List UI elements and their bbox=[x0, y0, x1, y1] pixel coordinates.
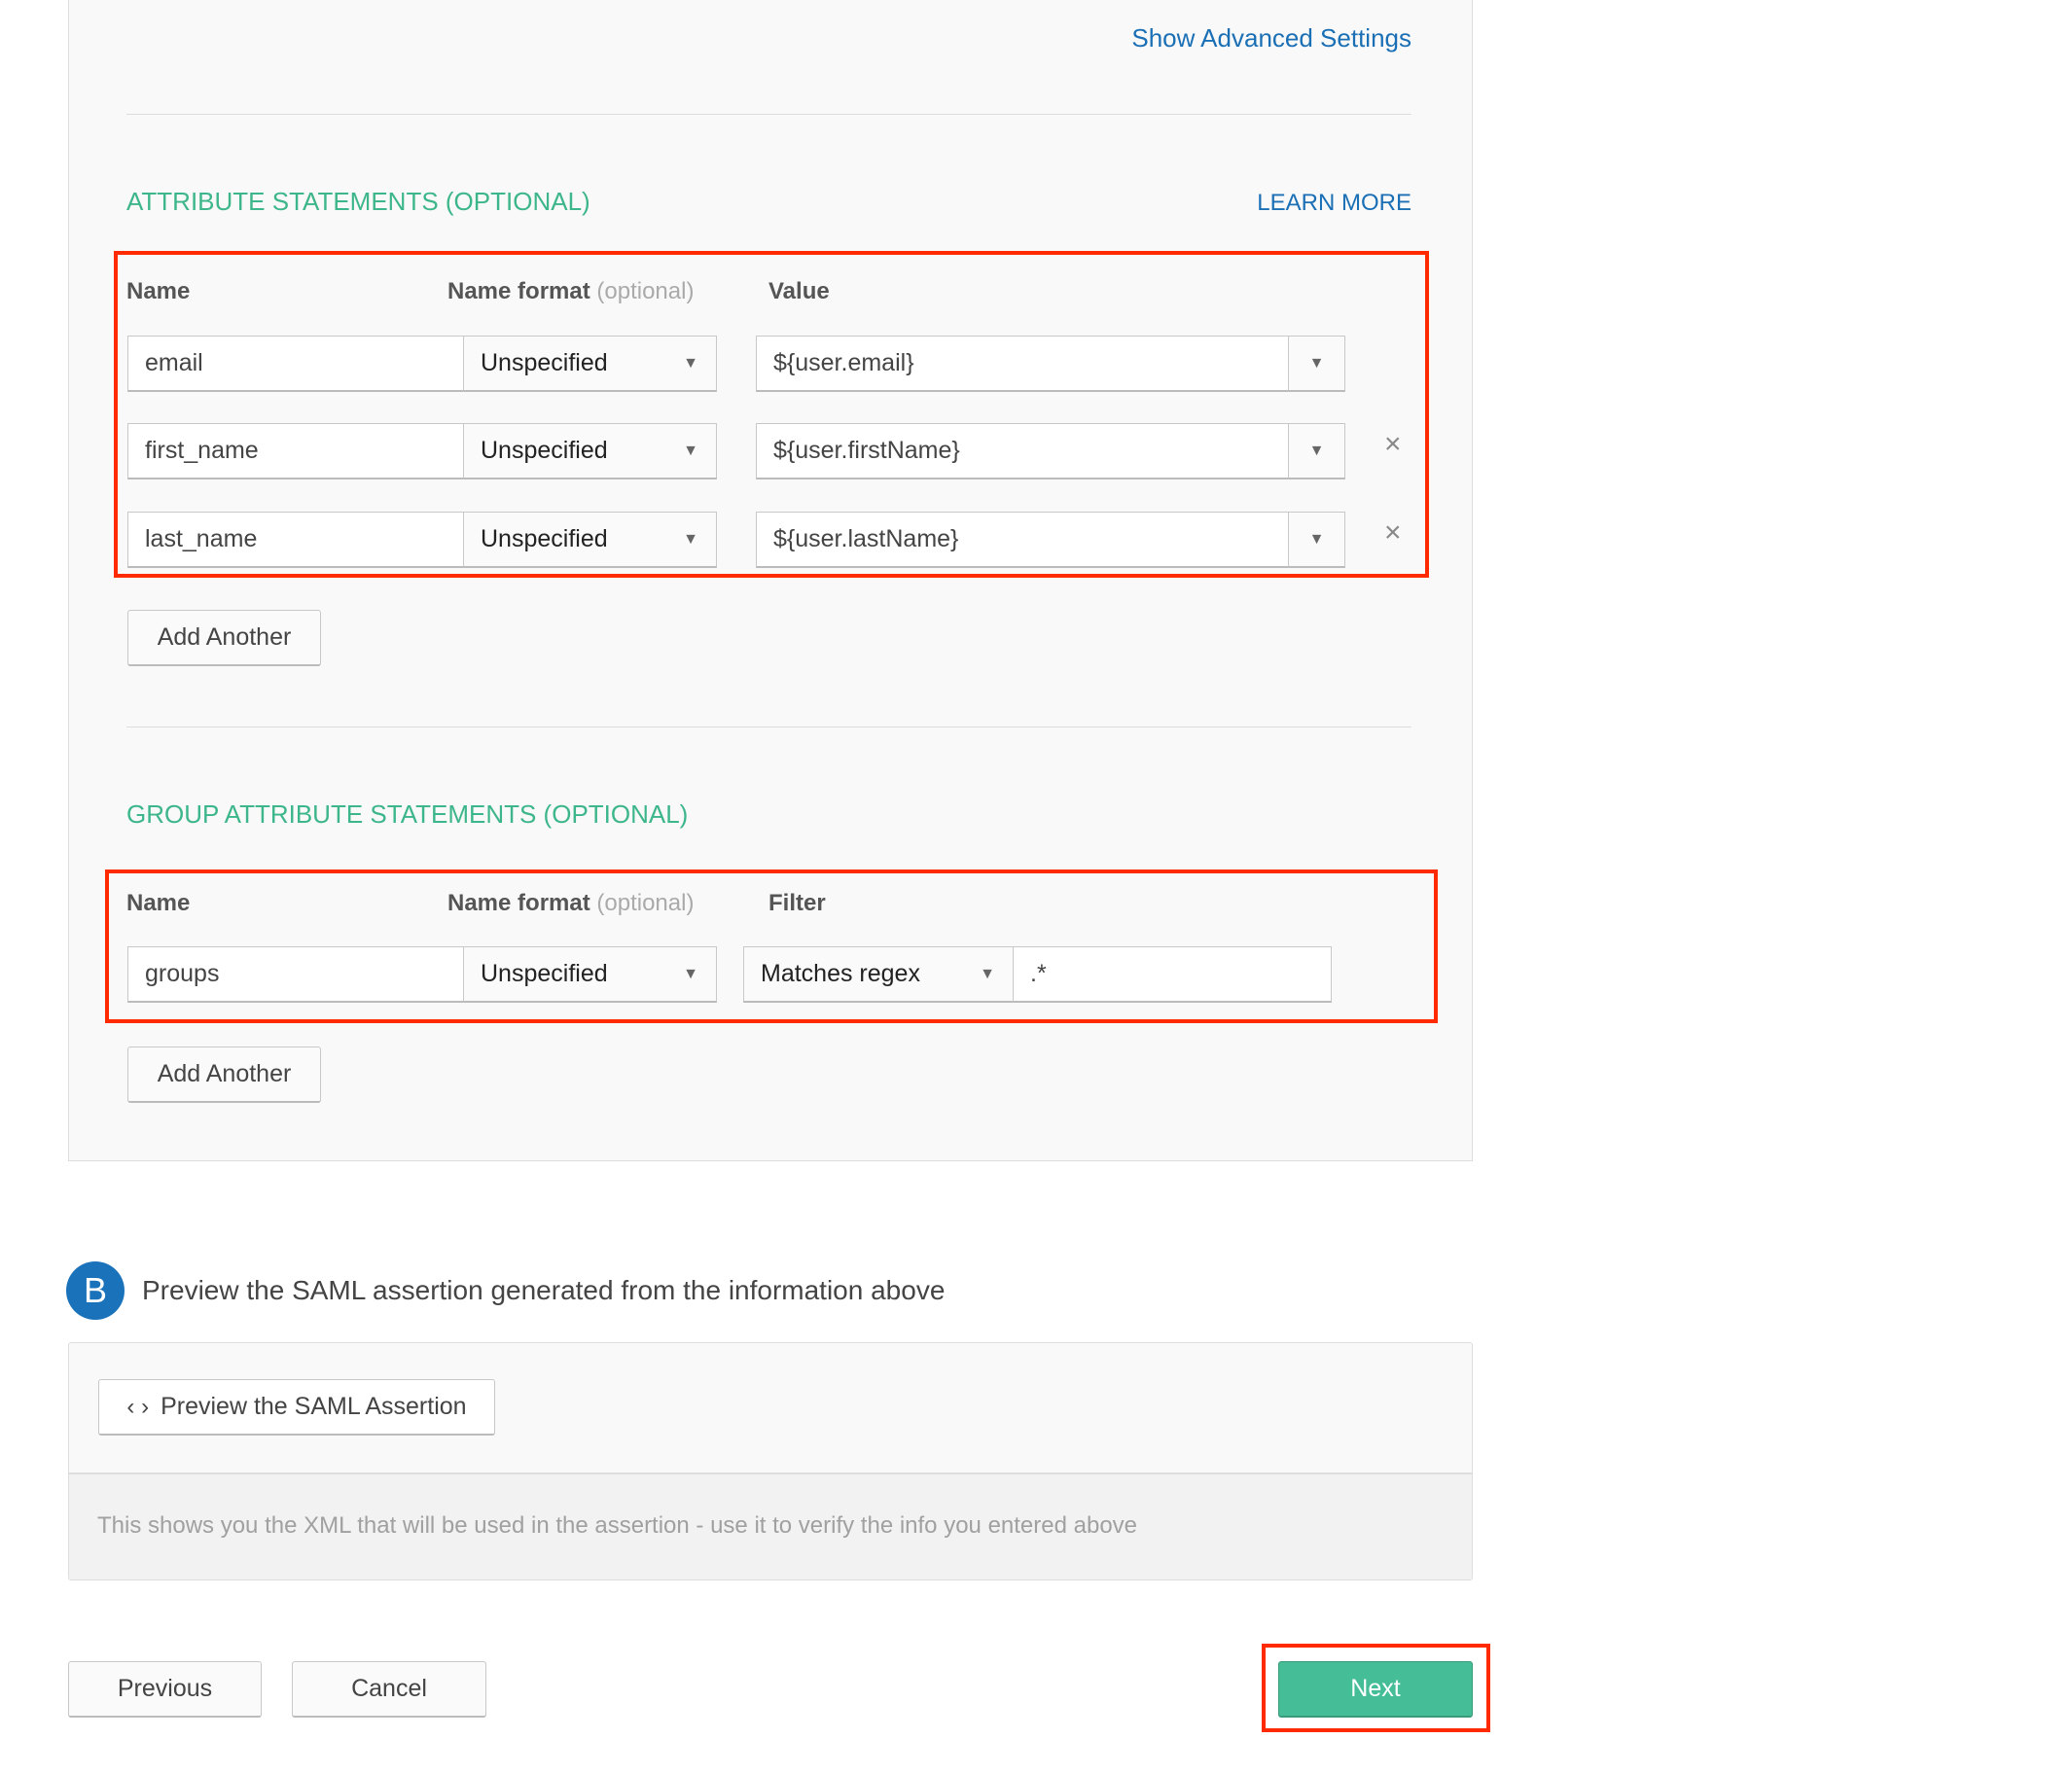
attribute-name-format-select[interactable]: Unspecified ▼ bbox=[463, 512, 717, 568]
optional-label: (optional) bbox=[596, 278, 695, 304]
attribute-value: ${user.firstName} bbox=[773, 437, 960, 464]
group-attribute-statements-title: GROUP ATTRIBUTE STATEMENTS (OPTIONAL) bbox=[126, 799, 689, 829]
chevron-down-icon: ▼ bbox=[683, 530, 698, 548]
filter-type-value: Matches regex bbox=[761, 960, 920, 987]
group-header-name-format-label: Name format bbox=[447, 890, 590, 916]
attribute-format-value: Unspecified bbox=[481, 349, 608, 376]
attribute-value: ${user.email} bbox=[773, 349, 914, 376]
attribute-value-input[interactable]: ${user.lastName} bbox=[756, 512, 1289, 568]
attribute-name-value: last_name bbox=[145, 525, 258, 552]
attribute-name-value: email bbox=[145, 349, 203, 376]
add-another-attribute-button[interactable]: Add Another bbox=[127, 610, 321, 666]
highlight-box bbox=[114, 251, 1429, 578]
divider bbox=[126, 114, 1411, 115]
attribute-name-input[interactable]: last_name bbox=[127, 512, 464, 568]
attribute-name-format-select[interactable]: Unspecified ▼ bbox=[463, 336, 717, 392]
attribute-value-dropdown-button[interactable]: ▼ bbox=[1288, 512, 1345, 568]
code-icon: ‹ › bbox=[126, 1393, 150, 1420]
attribute-name-format-select[interactable]: Unspecified ▼ bbox=[463, 423, 717, 479]
filter-value: .* bbox=[1030, 960, 1047, 987]
group-format-value: Unspecified bbox=[481, 960, 608, 987]
group-name-format-select[interactable]: Unspecified ▼ bbox=[463, 946, 717, 1003]
group-header-filter: Filter bbox=[768, 890, 826, 916]
attribute-value-input[interactable]: ${user.email} bbox=[756, 336, 1289, 392]
attribute-name-value: first_name bbox=[145, 437, 259, 464]
add-another-group-button[interactable]: Add Another bbox=[127, 1047, 321, 1103]
chevron-down-icon: ▼ bbox=[1308, 530, 1325, 548]
chevron-down-icon: ▼ bbox=[1308, 442, 1325, 459]
chevron-down-icon: ▼ bbox=[980, 965, 995, 982]
attribute-name-input[interactable]: first_name bbox=[127, 423, 464, 479]
step-badge: B bbox=[66, 1261, 125, 1320]
cancel-button[interactable]: Cancel bbox=[292, 1661, 486, 1718]
learn-more-link[interactable]: LEARN MORE bbox=[1257, 190, 1411, 216]
chevron-down-icon: ▼ bbox=[1308, 354, 1325, 372]
group-header-name-format: Name format (optional) bbox=[447, 890, 694, 917]
header-name: Name bbox=[126, 278, 191, 304]
header-name-format-label: Name format bbox=[447, 278, 590, 304]
next-button[interactable]: Next bbox=[1278, 1661, 1473, 1718]
show-advanced-settings-link[interactable]: Show Advanced Settings bbox=[1131, 23, 1411, 53]
preview-heading: Preview the SAML assertion generated fro… bbox=[142, 1275, 946, 1305]
header-name-format: Name format (optional) bbox=[447, 278, 694, 305]
preview-panel bbox=[68, 1342, 1473, 1580]
header-value: Value bbox=[768, 278, 830, 304]
attribute-value-dropdown-button[interactable]: ▼ bbox=[1288, 336, 1345, 392]
group-header-name: Name bbox=[126, 890, 191, 916]
chevron-down-icon: ▼ bbox=[683, 354, 698, 372]
preview-saml-button[interactable]: ‹ › Preview the SAML Assertion bbox=[98, 1379, 495, 1436]
remove-row-icon[interactable]: × bbox=[1384, 428, 1402, 460]
attribute-value-input[interactable]: ${user.firstName} bbox=[756, 423, 1289, 479]
preview-help-text: This shows you the XML that will be used… bbox=[97, 1512, 1138, 1539]
remove-row-icon[interactable]: × bbox=[1384, 516, 1402, 549]
filter-type-select[interactable]: Matches regex ▼ bbox=[743, 946, 1014, 1003]
attribute-format-value: Unspecified bbox=[481, 525, 608, 552]
attribute-value: ${user.lastName} bbox=[773, 525, 959, 552]
highlight-box bbox=[105, 869, 1438, 1023]
attribute-value-dropdown-button[interactable]: ▼ bbox=[1288, 423, 1345, 479]
preview-saml-label: Preview the SAML Assertion bbox=[161, 1393, 467, 1420]
attribute-name-input[interactable]: email bbox=[127, 336, 464, 392]
attribute-format-value: Unspecified bbox=[481, 437, 608, 464]
chevron-down-icon: ▼ bbox=[683, 442, 698, 459]
group-name-value: groups bbox=[145, 960, 220, 987]
attribute-statements-title: ATTRIBUTE STATEMENTS (OPTIONAL) bbox=[126, 187, 590, 216]
highlight-box bbox=[1262, 1644, 1490, 1732]
filter-value-input[interactable]: .* bbox=[1013, 946, 1332, 1003]
chevron-down-icon: ▼ bbox=[683, 965, 698, 982]
group-name-input[interactable]: groups bbox=[127, 946, 464, 1003]
previous-button[interactable]: Previous bbox=[68, 1661, 262, 1718]
preview-help-area bbox=[69, 1472, 1472, 1579]
optional-label: (optional) bbox=[596, 890, 695, 916]
